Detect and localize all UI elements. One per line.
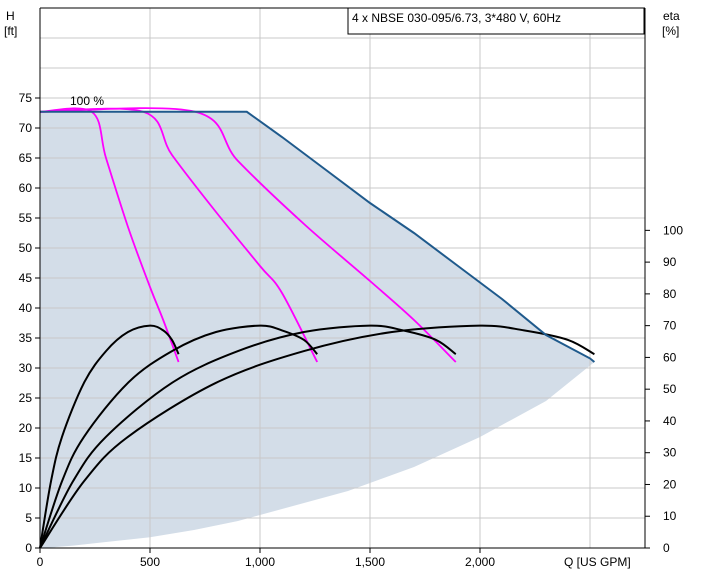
y-tick-right-label: 20 [663, 477, 677, 491]
x-tick-label: 0 [37, 555, 44, 569]
y-tick-right-label: 30 [663, 446, 677, 460]
efficiency-curve-1 [39, 324, 180, 549]
y-tick-right-label: 100 [663, 223, 683, 237]
y-tick-right-label: 50 [663, 382, 677, 396]
y-tick-left-label: 40 [19, 301, 33, 315]
chart-title: 4 x NBSE 030-095/6.73, 3*480 V, 60Hz [352, 11, 561, 25]
y-tick-right-label: 40 [663, 414, 677, 428]
curves [39, 107, 596, 549]
efficiency-curve-3 [39, 324, 457, 549]
y-tick-right-label: 10 [663, 509, 677, 523]
axes: 0 500 1,000 1,500 2,000051015202530354045505… [19, 7, 683, 569]
legend-box: 4 x NBSE 030-095/6.73, 3*480 V, 60Hz [347, 7, 645, 35]
y-tick-right-label: 80 [663, 287, 677, 301]
head-curve-2 [39, 107, 319, 363]
head-curve-3 [39, 107, 457, 363]
y-tick-left-label: 20 [19, 421, 33, 435]
y-tick-left-label: 65 [19, 151, 33, 165]
y-axis-right-title-line2: [%] [662, 24, 679, 38]
x-tick-label: 2,000 [465, 555, 495, 569]
y-tick-left-label: 50 [19, 241, 33, 255]
x-tick-label: 1,500 [355, 555, 385, 569]
y-axis-right-title-line1: eta [663, 9, 680, 23]
y-tick-left-label: 5 [25, 511, 32, 525]
curve-label: 100 % [70, 94, 104, 108]
y-tick-left-label: 15 [19, 451, 33, 465]
y-tick-left-label: 30 [19, 361, 33, 375]
y-tick-left-label: 10 [19, 481, 33, 495]
x-tick-label: 500 [140, 555, 160, 569]
y-tick-left-label: 45 [19, 271, 33, 285]
y-tick-left-label: 0 [25, 541, 32, 555]
y-tick-left-label: 70 [19, 121, 33, 135]
y-tick-left-label: 55 [19, 211, 33, 225]
y-tick-right-label: 60 [663, 350, 677, 364]
y-tick-right-label: 70 [663, 319, 677, 333]
y-axis-left-title-line2: [ft] [4, 24, 17, 38]
y-tick-right-label: 0 [663, 541, 670, 555]
y-axis-left-title-line1: H [6, 9, 15, 23]
y-tick-left-label: 75 [19, 91, 33, 105]
y-tick-left-label: 35 [19, 331, 33, 345]
y-tick-left-label: 60 [19, 181, 33, 195]
envelope-curve [40, 110, 596, 363]
x-tick-label: 1,000 [245, 555, 275, 569]
efficiency-curve-4 [39, 324, 595, 549]
legend-frame [347, 7, 645, 35]
y-tick-right-label: 90 [663, 255, 677, 269]
y-tick-left-label: 25 [19, 391, 33, 405]
x-axis-title: Q [US GPM] [564, 555, 631, 569]
